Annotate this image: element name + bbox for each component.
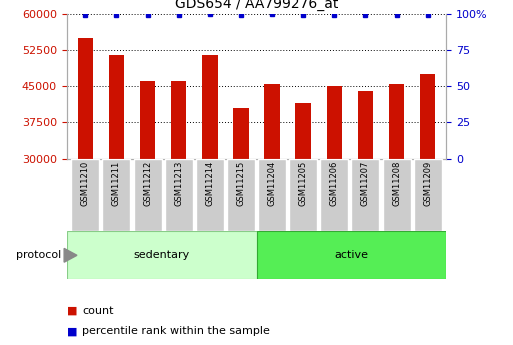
Text: GSM11208: GSM11208 (392, 161, 401, 206)
Bar (320, 159, 348, 231)
Text: protocol: protocol (16, 250, 62, 260)
Bar (233, 108, 249, 159)
Text: GSM11210: GSM11210 (81, 161, 90, 206)
Text: ■: ■ (67, 306, 77, 315)
Text: GSM11209: GSM11209 (423, 161, 432, 206)
Bar (351, 159, 380, 231)
Text: GSM11212: GSM11212 (143, 161, 152, 206)
Bar (77, 38, 93, 159)
Bar (133, 159, 162, 231)
Bar (140, 81, 155, 159)
Text: GSM11206: GSM11206 (330, 161, 339, 206)
Bar (202, 55, 218, 159)
Bar (258, 159, 286, 231)
Bar (326, 86, 342, 159)
Text: GSM11215: GSM11215 (236, 161, 245, 206)
Bar (295, 103, 311, 159)
Text: sedentary: sedentary (133, 250, 190, 260)
Bar (109, 55, 124, 159)
Text: GSM11205: GSM11205 (299, 161, 308, 206)
Text: ■: ■ (67, 326, 77, 336)
Bar (264, 84, 280, 159)
Bar (227, 159, 255, 231)
Bar (103, 159, 130, 231)
Text: GSM11204: GSM11204 (268, 161, 277, 206)
Title: GDS654 / AA799276_at: GDS654 / AA799276_at (175, 0, 338, 11)
Text: percentile rank within the sample: percentile rank within the sample (82, 326, 270, 336)
Bar (383, 159, 410, 231)
Text: active: active (334, 250, 368, 260)
Bar (389, 84, 404, 159)
Bar (420, 74, 436, 159)
Bar (67, 231, 256, 279)
Bar (256, 231, 446, 279)
Bar (171, 81, 187, 159)
Text: GSM11213: GSM11213 (174, 161, 183, 206)
Bar (413, 159, 442, 231)
Bar (289, 159, 317, 231)
Text: count: count (82, 306, 113, 315)
Text: GSM11211: GSM11211 (112, 161, 121, 206)
Bar (196, 159, 224, 231)
Bar (71, 159, 100, 231)
Text: GSM11207: GSM11207 (361, 161, 370, 206)
Bar (358, 91, 373, 159)
Text: GSM11214: GSM11214 (205, 161, 214, 206)
Bar (165, 159, 193, 231)
